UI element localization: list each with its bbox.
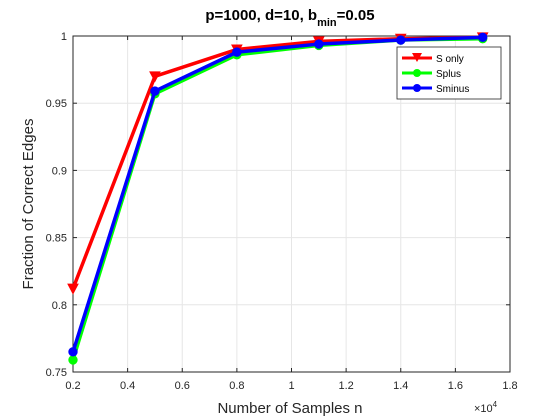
y-tick-label-4: 0.95 — [46, 98, 67, 110]
x-tick-label-7: 1.6 — [448, 380, 463, 392]
x-tick-label-2: 0.6 — [175, 380, 190, 392]
legend-label-sminus: Sminus — [436, 84, 469, 95]
data-point-sminus-5 — [477, 32, 488, 43]
legend-marker-sminus — [413, 84, 421, 92]
data-point-splus-0 — [68, 355, 78, 365]
legend-item-splus: Splus — [402, 69, 461, 80]
x-axis-multiplier: ×104 — [474, 400, 498, 415]
data-point-sminus-0 — [68, 347, 78, 357]
y-tick-label-5: 1 — [61, 31, 67, 43]
y-tick-label-3: 0.9 — [52, 165, 67, 177]
data-point-s-only-0 — [67, 283, 79, 295]
x-tick-label-4: 1 — [288, 380, 294, 392]
y-tick-label-1: 0.8 — [52, 300, 67, 312]
legend: S only Splus Sminus — [396, 46, 502, 100]
x-axis-label: Number of Samples n — [217, 400, 362, 417]
x-tick-label-8: 1.8 — [502, 380, 517, 392]
y-tick-label-2: 0.85 — [46, 233, 67, 245]
x-tick-label-1: 0.4 — [120, 380, 135, 392]
legend-item-s-only: S only — [402, 53, 464, 65]
x-tick-label-3: 0.8 — [229, 380, 244, 392]
x-tick-label-0: 0.2 — [65, 380, 80, 392]
data-point-sminus-3 — [314, 39, 324, 49]
chart-title: p=1000, d=10, bmin=0.05 — [205, 7, 374, 29]
legend-marker-splus — [413, 69, 421, 77]
data-point-sminus-4 — [396, 35, 406, 45]
legend-label-s-only: S only — [436, 54, 464, 65]
legend-marker-s-only — [412, 53, 422, 62]
data-point-sminus-2 — [232, 47, 242, 57]
legend-label-splus: Splus — [436, 69, 461, 80]
data-point-s-only-1 — [149, 71, 161, 83]
y-axis-label: Fraction of Correct Edges — [20, 119, 37, 290]
y-tick-label-0: 0.75 — [46, 367, 67, 379]
legend-item-sminus: Sminus — [402, 84, 469, 95]
series-line-sminus — [71, 35, 483, 353]
x-tick-label-5: 1.2 — [338, 380, 353, 392]
data-point-sminus-1 — [150, 86, 160, 96]
x-tick-label-6: 1.4 — [393, 380, 408, 392]
